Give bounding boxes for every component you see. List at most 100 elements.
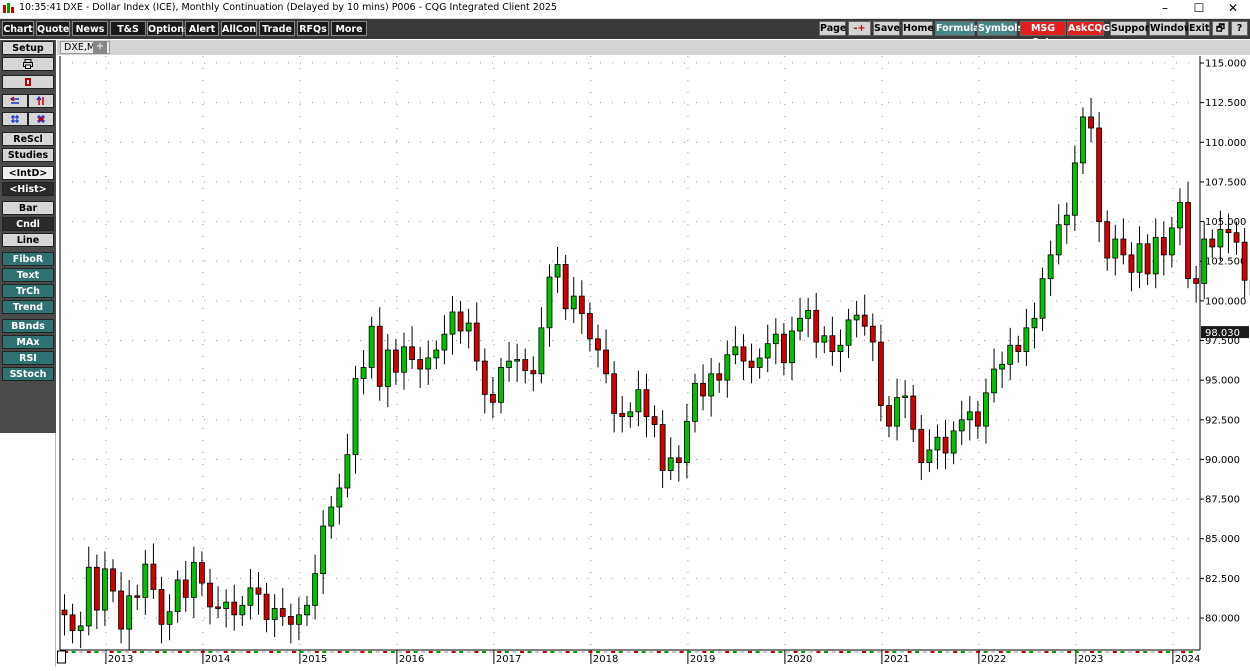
candle-body	[772, 333, 779, 345]
msg-cntr-button[interactable]: MSG Cntr	[1020, 21, 1066, 48]
cursor-tool-button[interactable]	[2, 75, 54, 89]
sidebar-empty-area	[0, 433, 56, 667]
candle-body	[279, 608, 286, 617]
candle-body	[659, 424, 666, 471]
menu-news[interactable]: News	[72, 21, 108, 36]
save-button[interactable]: Save	[873, 21, 900, 36]
candle-body	[126, 595, 133, 630]
menu-alert[interactable]: Alert	[185, 21, 219, 36]
candle-chart-button[interactable]: Cndl	[2, 217, 54, 231]
candle-body	[166, 611, 173, 625]
askcqg-button[interactable]: AskCQG	[1067, 21, 1111, 36]
crosshair-tool-icon	[25, 78, 31, 86]
candle-body	[595, 338, 601, 351]
formula-button[interactable]: Formula	[935, 21, 980, 36]
moving-average-button[interactable]: MAx	[2, 335, 54, 349]
candle-body	[578, 295, 585, 314]
slow-stochastic-button[interactable]: SStoch	[2, 367, 54, 381]
candle-body	[700, 382, 706, 397]
candle-body	[1015, 344, 1022, 352]
line-chart-button[interactable]: Line	[2, 233, 54, 247]
print-button[interactable]	[2, 57, 54, 71]
menu-trade[interactable]: Trade	[259, 21, 295, 36]
candle-body	[384, 349, 391, 387]
candle-body	[845, 319, 852, 346]
candle-body	[586, 313, 593, 340]
page-button[interactable]: Page	[819, 21, 847, 36]
menu-chart[interactable]: Chart	[2, 21, 34, 36]
home-button[interactable]: Home	[902, 21, 934, 36]
setup-button[interactable]: Setup	[2, 41, 54, 55]
text-tool-button[interactable]: Text	[2, 268, 54, 282]
candle-body	[393, 349, 399, 373]
candlestick-chart-svg[interactable]: 115.000 112.500 110.000 107.500 105.000 102.5…	[57, 56, 1250, 667]
rescale-button[interactable]: ReScl	[2, 132, 54, 146]
maximize-button[interactable]: ☐	[1193, 1, 1205, 15]
candle-body	[675, 457, 682, 464]
candle-body	[1233, 232, 1240, 243]
last-price-label: 98.030	[1205, 328, 1240, 339]
arrows-up-down-icon	[36, 95, 44, 105]
help-button[interactable]: ?	[1231, 21, 1248, 36]
menu-tns[interactable]: T&S	[110, 21, 146, 36]
exit-button[interactable]: Exit	[1188, 21, 1210, 36]
price-chart[interactable]: 115.000 112.500 110.000 107.500 105.000 102.5…	[57, 56, 1250, 667]
restore-icon[interactable]: 🗗	[1212, 21, 1229, 36]
trend-line-button[interactable]: Trend	[2, 300, 54, 314]
support-button[interactable]: Support	[1110, 21, 1154, 36]
window-button[interactable]: Window	[1149, 21, 1193, 36]
candle-body	[158, 589, 165, 625]
candle-body	[643, 389, 650, 418]
intraday-button[interactable]: <IntD>	[2, 166, 54, 180]
scroll-right-button[interactable]	[28, 94, 54, 108]
trend-channel-button[interactable]: TrCh	[2, 284, 54, 298]
candle-body	[231, 601, 238, 616]
candle-body	[805, 309, 812, 319]
candle-body	[401, 346, 407, 373]
menu-allcon[interactable]: AllCon	[221, 21, 257, 36]
candle-body	[837, 344, 844, 352]
zoom-in-button[interactable]	[2, 112, 28, 126]
y-tick-label: 107.500	[1205, 177, 1246, 188]
menu-rfqs[interactable]: RFQs	[297, 21, 329, 36]
menu-more[interactable]: More	[331, 21, 367, 36]
x-tick-label: 2023	[1078, 654, 1103, 665]
candle-body	[1168, 227, 1175, 256]
candle-body	[877, 341, 884, 406]
studies-button[interactable]: Studies	[2, 148, 54, 162]
y-tick-label: 115.000	[1205, 59, 1246, 70]
scroll-left-button[interactable]	[2, 94, 28, 108]
candle-body	[1031, 317, 1038, 329]
candle-body	[1080, 116, 1086, 164]
candle-body	[255, 587, 262, 595]
symbols-button[interactable]: Symbols	[977, 21, 1024, 36]
candle-body	[627, 411, 634, 418]
page-nav-button[interactable]: -+	[848, 21, 871, 36]
candle-body	[514, 359, 521, 362]
y-tick-label: 110.000	[1205, 138, 1246, 149]
candle-body	[93, 566, 100, 611]
zoom-out-button[interactable]	[28, 112, 54, 126]
candle-body	[110, 568, 116, 592]
candle-body	[247, 587, 254, 606]
rsi-button[interactable]: RSI	[2, 351, 54, 365]
candle-body	[570, 295, 577, 310]
candle-body	[263, 593, 270, 620]
close-button[interactable]: ✕	[1227, 1, 1239, 15]
window-title: DXE - Dollar Index (ICE), Monthly Contin…	[63, 2, 557, 13]
candle-body	[320, 525, 327, 574]
bar-chart-button[interactable]: Bar	[2, 201, 54, 215]
menu-quote[interactable]: Quote	[36, 21, 70, 36]
candle-body	[869, 325, 876, 343]
candle-body	[506, 360, 512, 368]
candle-body	[296, 614, 302, 625]
fibonacci-button[interactable]: FiboR	[2, 252, 54, 266]
bollinger-bands-button[interactable]: BBnds	[2, 319, 54, 333]
add-tab-button[interactable]: +	[93, 41, 107, 54]
candle-body	[239, 604, 246, 616]
minimize-button[interactable]: –	[1162, 1, 1168, 15]
candle-body	[1104, 221, 1111, 259]
menu-options[interactable]: Options	[147, 21, 190, 36]
historical-button[interactable]: <Hist>	[2, 182, 54, 196]
candle-body	[465, 322, 472, 332]
